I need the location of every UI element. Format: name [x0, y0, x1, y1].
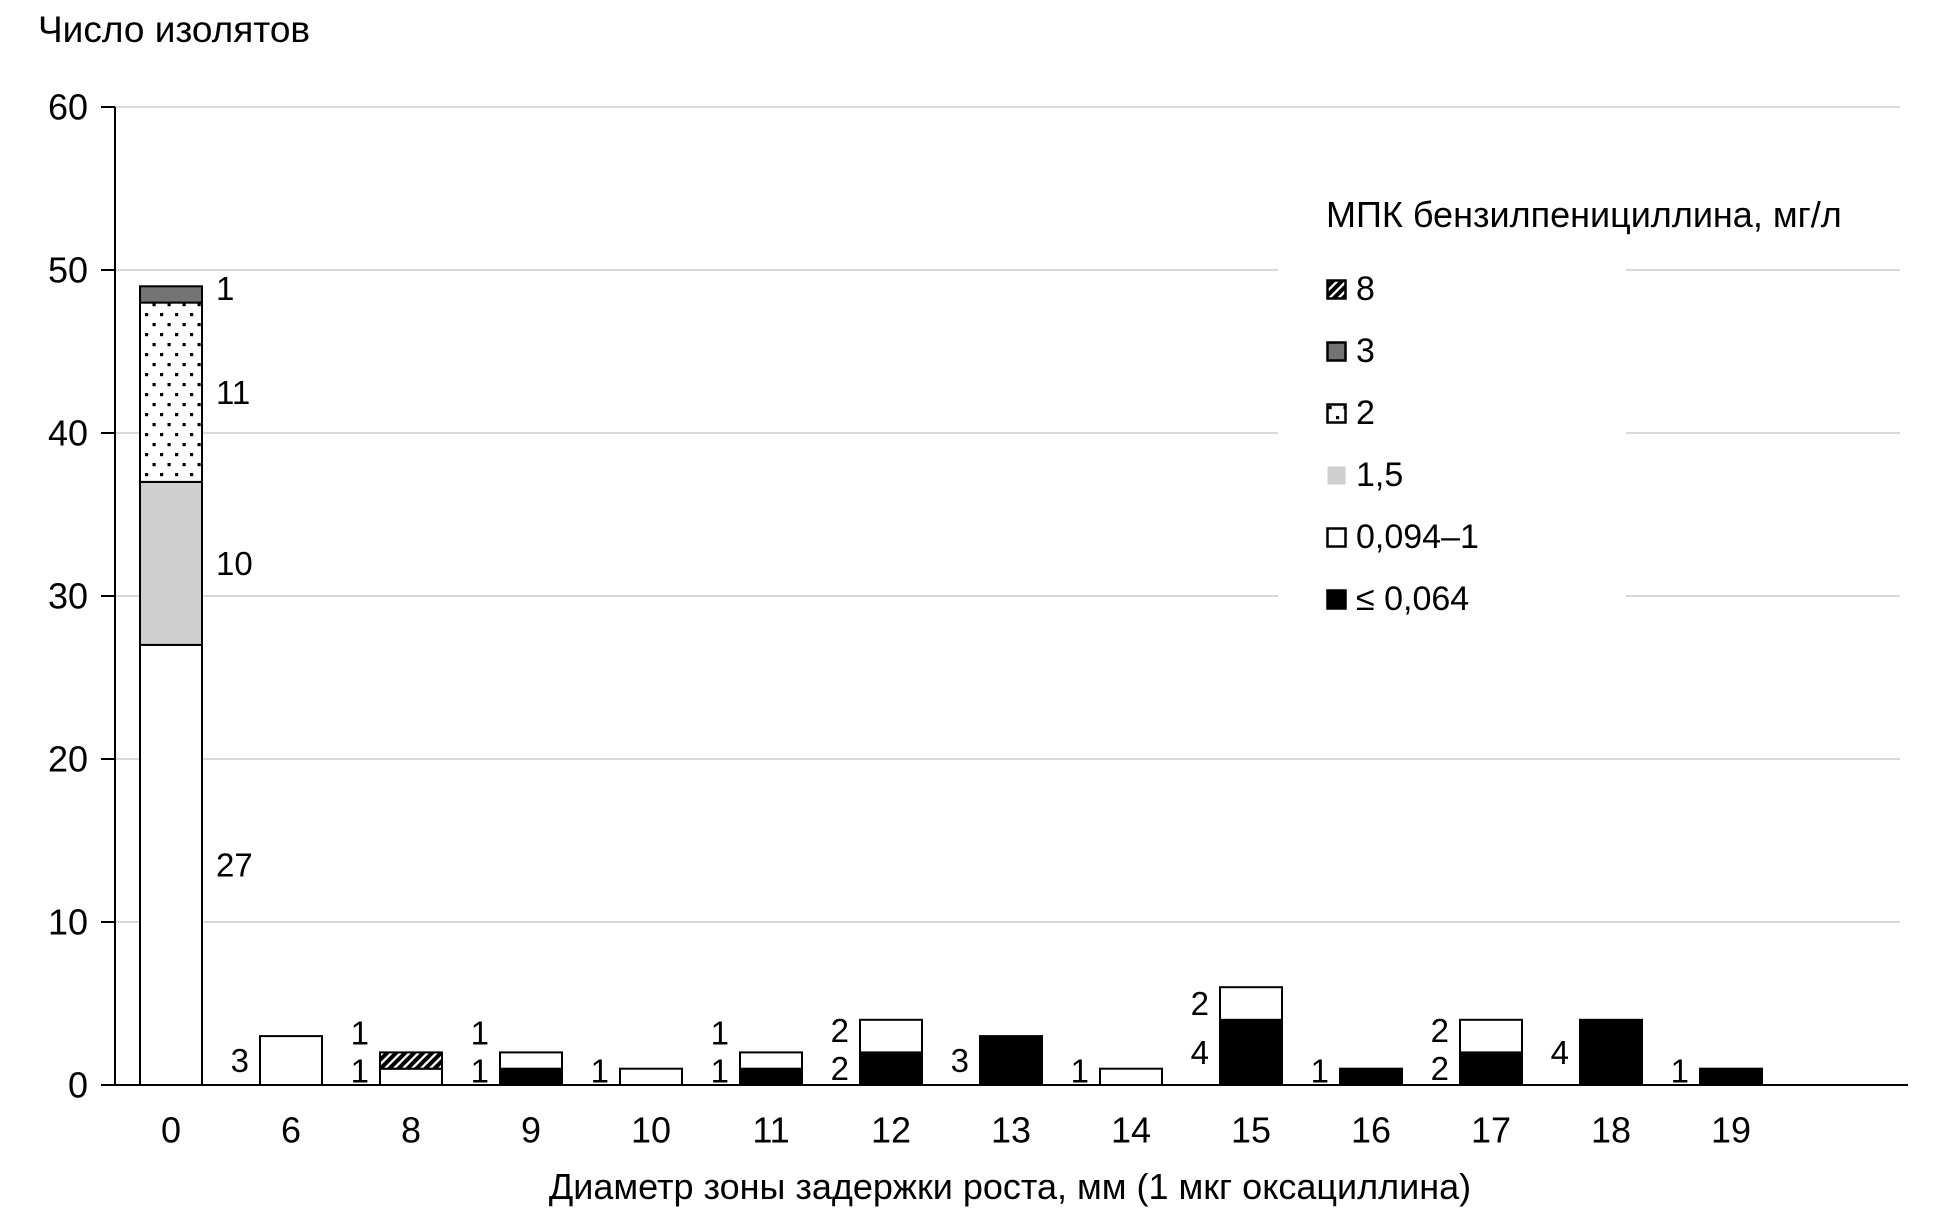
bar-segment [739, 1067, 803, 1086]
data-label: 1 [351, 1053, 369, 1090]
data-label: 4 [1191, 1034, 1209, 1071]
y-axis-title: Число изолятов [38, 9, 311, 50]
bar-segment [499, 1067, 563, 1086]
bar-segment [1219, 986, 1283, 1021]
bar-segment [1579, 1018, 1643, 1086]
category-label: 8 [401, 1110, 421, 1151]
data-label: 27 [216, 846, 253, 883]
bar-segment [859, 1051, 923, 1087]
category-label: 0 [161, 1110, 181, 1151]
y-tick-label: 10 [48, 902, 88, 943]
legend-item-label: 8 [1356, 269, 1375, 308]
legend-item-label: ≤ 0,064 [1356, 579, 1470, 618]
bar-segment [499, 1051, 563, 1070]
bar-segment [979, 1035, 1043, 1086]
bar-segment [139, 285, 203, 304]
bar-segment [1459, 1051, 1523, 1087]
legend-swatch-lightgray [1327, 466, 1346, 484]
bar-segment [139, 480, 203, 646]
legend-item-label: 1,5 [1356, 455, 1404, 494]
category-label: 17 [1471, 1110, 1511, 1151]
data-label: 11 [216, 374, 250, 411]
legend-item-label: 3 [1356, 331, 1375, 370]
legend-item: 2 [1326, 382, 1616, 444]
legend-item: 3 [1326, 320, 1616, 382]
legend-swatch-white [1326, 526, 1347, 548]
legend-title: МПК бензилпенициллина, мг/л [1326, 194, 1842, 235]
data-label: 1 [216, 270, 234, 307]
legend-swatch-black [1326, 588, 1347, 610]
data-label: 3 [951, 1042, 969, 1079]
legend-swatch-hatch [1326, 278, 1347, 300]
data-label: 3 [231, 1042, 249, 1079]
legend-item: 1,5 [1326, 444, 1616, 506]
category-label: 14 [1111, 1110, 1151, 1151]
category-label: 13 [991, 1110, 1031, 1151]
category-label: 19 [1711, 1110, 1751, 1151]
x-axis-title: Диаметр зоны задержки роста, мм (1 мкг о… [548, 1166, 1472, 1207]
data-label: 1 [1311, 1053, 1329, 1090]
data-label: 1 [351, 1015, 369, 1052]
legend-item-label: 0,094–1 [1356, 517, 1479, 556]
category-label: 11 [752, 1110, 789, 1151]
data-label: 2 [831, 1012, 849, 1049]
legend-item: 0,094–1 [1326, 506, 1616, 568]
legend: МПК бензилпенициллина, мг/л 8 3 2 1,5 0,… [1278, 190, 1842, 636]
data-label: 2 [1191, 985, 1209, 1022]
y-tick-label: 30 [48, 576, 88, 617]
data-label: 2 [1431, 1012, 1449, 1049]
data-label: 2 [1431, 1050, 1449, 1087]
bar-segment [619, 1067, 683, 1086]
y-tick-label: 50 [48, 250, 88, 291]
data-label: 1 [471, 1053, 489, 1090]
category-label: 16 [1351, 1110, 1391, 1151]
legend-swatch-darkgray [1326, 340, 1347, 362]
data-label: 1 [711, 1053, 729, 1090]
category-label: 12 [871, 1110, 911, 1151]
data-label: 1 [471, 1015, 489, 1052]
bar-segment [739, 1051, 803, 1070]
legend-item: ≤ 0,064 [1326, 568, 1616, 630]
data-label: 1 [1071, 1053, 1089, 1090]
bar-segment [139, 643, 203, 1087]
legend-swatch-dots [1326, 402, 1347, 424]
data-label: 1 [711, 1015, 729, 1052]
data-label: 2 [831, 1050, 849, 1087]
data-label: 4 [1551, 1034, 1569, 1071]
legend-item: 8 [1326, 258, 1616, 320]
category-label: 9 [521, 1110, 541, 1151]
bar-segment [1699, 1067, 1763, 1086]
y-tick-label: 40 [48, 413, 88, 454]
category-label: 18 [1591, 1110, 1631, 1151]
bar-segment [259, 1035, 323, 1086]
bar-segment [379, 1067, 443, 1086]
y-tick-label: 0 [68, 1065, 88, 1106]
data-label: 1 [1671, 1053, 1689, 1090]
y-tick-label: 60 [48, 87, 88, 128]
category-label: 10 [631, 1110, 671, 1151]
data-label: 10 [216, 545, 253, 582]
legend-item-label: 2 [1356, 393, 1375, 432]
bar-segment [859, 1018, 923, 1054]
y-tick-label: 20 [48, 739, 88, 780]
bar-segment [379, 1051, 443, 1070]
category-label: 15 [1231, 1110, 1271, 1151]
bar-segment [139, 301, 203, 483]
category-label: 6 [281, 1110, 301, 1151]
bar-segment [1099, 1067, 1163, 1086]
bar-segment [1459, 1018, 1523, 1054]
data-label: 1 [591, 1053, 609, 1090]
bar-segment [1219, 1018, 1283, 1086]
bar-segment [1339, 1067, 1403, 1086]
